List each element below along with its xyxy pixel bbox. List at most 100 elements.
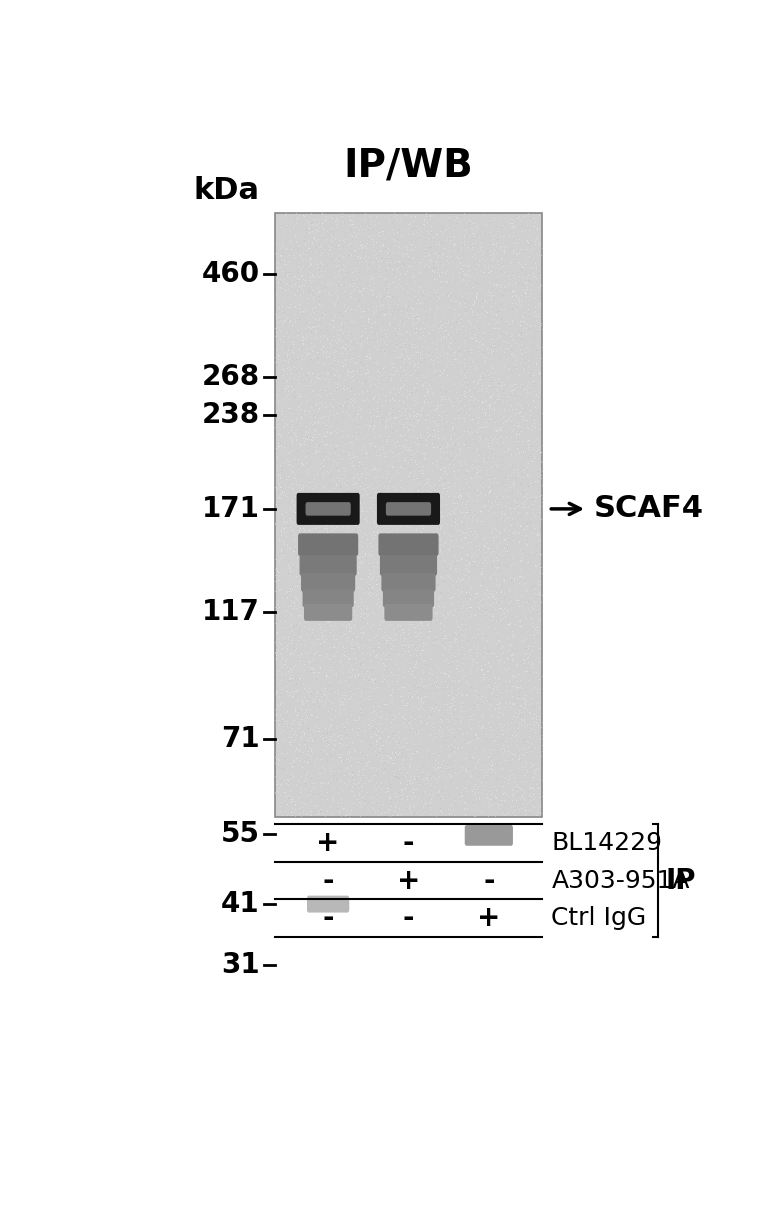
Point xyxy=(525,777,537,797)
Point xyxy=(477,451,489,470)
Point xyxy=(271,665,283,684)
Point xyxy=(517,401,529,420)
Point xyxy=(399,513,411,533)
Point xyxy=(380,335,392,354)
Point xyxy=(295,566,307,585)
Point xyxy=(443,253,455,273)
Point xyxy=(343,494,355,513)
Point xyxy=(526,754,538,774)
Point xyxy=(270,494,283,513)
Point xyxy=(407,211,419,231)
Point xyxy=(487,741,499,760)
Point xyxy=(402,642,414,661)
Point xyxy=(364,375,376,395)
Point xyxy=(501,714,513,733)
Point xyxy=(386,251,399,270)
Point xyxy=(293,701,306,721)
Point xyxy=(353,635,365,655)
Point xyxy=(356,628,368,648)
Point xyxy=(489,428,502,447)
Point xyxy=(441,435,453,455)
Point xyxy=(452,737,464,756)
Point xyxy=(402,712,414,732)
Point xyxy=(515,323,528,342)
Point xyxy=(408,306,420,325)
Point xyxy=(384,788,396,808)
Point xyxy=(387,353,399,373)
Point xyxy=(356,284,368,303)
Point xyxy=(475,246,487,265)
Point xyxy=(464,380,476,400)
Point xyxy=(435,362,447,381)
Point xyxy=(449,645,461,665)
Point xyxy=(421,714,433,733)
Point xyxy=(362,687,375,706)
Point xyxy=(363,275,376,295)
Point xyxy=(343,406,356,425)
Point xyxy=(468,556,481,576)
Point xyxy=(503,324,515,343)
Point xyxy=(485,785,498,804)
Point xyxy=(488,363,501,382)
Point xyxy=(341,505,353,524)
Point xyxy=(514,697,526,716)
Point xyxy=(276,805,288,825)
Point xyxy=(379,442,392,462)
Point xyxy=(527,797,539,816)
Point xyxy=(416,764,429,783)
Point xyxy=(394,499,406,518)
Point xyxy=(272,481,284,501)
Point xyxy=(362,345,375,364)
Point xyxy=(356,382,369,402)
Point xyxy=(455,484,467,503)
Point xyxy=(403,756,415,776)
Point xyxy=(475,660,487,679)
Point xyxy=(353,252,365,271)
Point xyxy=(409,778,421,798)
Point xyxy=(338,689,350,709)
Point xyxy=(404,568,416,588)
Point xyxy=(290,725,303,744)
Point xyxy=(306,479,319,499)
Point xyxy=(360,258,372,277)
Point xyxy=(296,758,308,777)
Point xyxy=(339,799,352,819)
Point xyxy=(441,506,453,525)
Point xyxy=(276,627,289,646)
Point xyxy=(473,789,485,809)
Point xyxy=(478,222,490,242)
Point xyxy=(337,693,349,712)
Point xyxy=(397,392,409,412)
Point xyxy=(531,759,544,778)
Point xyxy=(485,349,497,369)
Point xyxy=(308,406,320,425)
Point xyxy=(304,447,316,467)
Point xyxy=(523,721,535,741)
Point xyxy=(405,450,417,469)
Point xyxy=(455,502,468,522)
Point xyxy=(478,536,490,556)
Point xyxy=(362,629,375,649)
Point xyxy=(461,299,473,319)
Point xyxy=(276,517,289,536)
Point xyxy=(465,598,477,617)
Point xyxy=(376,534,388,554)
Point xyxy=(427,744,439,764)
Point xyxy=(508,404,521,424)
Point xyxy=(532,709,545,728)
Point xyxy=(280,370,293,390)
Point xyxy=(409,519,422,539)
Point xyxy=(287,644,300,664)
Point xyxy=(293,244,306,264)
Point xyxy=(379,645,392,665)
Point xyxy=(458,396,471,415)
Point xyxy=(406,511,418,530)
Point xyxy=(504,213,516,232)
Point xyxy=(390,785,402,804)
Point xyxy=(270,233,283,253)
Point xyxy=(308,437,320,457)
Point xyxy=(286,789,298,809)
Point xyxy=(293,714,306,733)
Point xyxy=(476,573,488,593)
Point xyxy=(434,391,446,411)
